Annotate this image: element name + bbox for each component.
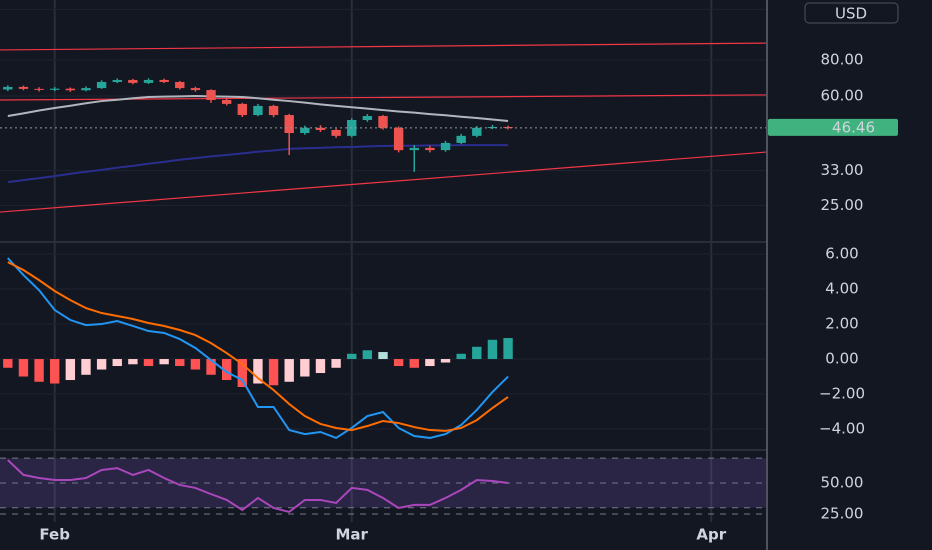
histogram-bar: [253, 359, 263, 384]
last-price-label: 46.46: [832, 118, 875, 136]
candle-body: [190, 88, 201, 91]
candle-body: [268, 105, 279, 116]
indicator-line: [7, 261, 509, 432]
x-tick-label: Feb: [39, 526, 70, 544]
candle-body: [253, 105, 263, 116]
y-tick-label: 25.00: [821, 504, 864, 522]
histogram-bar: [425, 359, 435, 367]
histogram-bar: [159, 359, 169, 365]
histogram-bar: [409, 359, 419, 368]
histogram-bar: [331, 359, 341, 368]
histogram-bar: [284, 359, 294, 382]
candle-body: [393, 127, 404, 151]
last-price-box: [768, 118, 898, 136]
y-tick-label: 4.00: [825, 280, 858, 298]
candle-body: [159, 79, 169, 82]
histogram-bar: [347, 353, 357, 360]
y-tick-label: 2.00: [825, 315, 858, 333]
histogram-bar: [96, 359, 107, 370]
histogram-bar: [81, 359, 91, 375]
candle-body: [300, 127, 310, 134]
candle-body: [487, 127, 498, 129]
candle-body: [284, 115, 294, 134]
plot-layer: [0, 0, 767, 522]
histogram-bar: [300, 359, 310, 377]
candle-body: [50, 88, 60, 90]
candle-body: [409, 147, 419, 151]
trend-line: [0, 151, 767, 213]
y-tick-label: 50.00: [821, 473, 864, 491]
histogram-bar: [378, 352, 388, 360]
histogram-bar: [487, 339, 498, 360]
y-tick-label: 80.00: [821, 51, 864, 69]
y-tick-label: 0.00: [825, 350, 858, 368]
x-tick-label: Mar: [336, 526, 369, 544]
y-tick-label: 25.00: [821, 196, 864, 214]
indicator-line: [7, 94, 509, 123]
histogram-bar: [34, 359, 44, 382]
candle-body: [206, 90, 216, 100]
histogram-bar: [315, 359, 326, 374]
candle-body: [456, 135, 466, 143]
candle-body: [315, 127, 326, 130]
y-tick-label: 6.00: [825, 245, 858, 263]
indicator-line: [7, 459, 509, 514]
candle-body: [503, 127, 513, 129]
histogram-bar: [190, 359, 201, 370]
indicator-line: [7, 144, 509, 184]
candle-body: [128, 79, 138, 83]
y-tick-label: −2.00: [819, 385, 865, 403]
candle-body: [221, 99, 232, 104]
candle-body: [378, 116, 388, 128]
histogram-bar: [268, 359, 279, 386]
candle-body: [112, 79, 122, 82]
histogram-bar: [128, 359, 138, 365]
histogram-bar: [206, 359, 216, 375]
y-tick-label: 60.00: [821, 86, 864, 104]
rsi-band: [0, 458, 766, 508]
candle-body: [440, 142, 451, 151]
candle-body: [96, 81, 107, 89]
candle-body: [362, 116, 373, 121]
histogram-bar: [143, 359, 154, 367]
currency-label[interactable]: USD: [835, 5, 867, 23]
candle-body: [18, 86, 29, 89]
currency-button[interactable]: [804, 2, 899, 24]
candle-body: [237, 103, 247, 116]
candle-body: [472, 127, 482, 136]
y-tick-label: −4.00: [819, 420, 865, 438]
indicator-line: [7, 257, 509, 440]
histogram-bar: [456, 353, 466, 360]
histogram-bar: [18, 359, 29, 377]
histogram-bar: [3, 359, 13, 368]
candle-body: [425, 147, 435, 151]
histogram-bar: [503, 338, 513, 360]
x-tick-label: Apr: [696, 526, 726, 544]
y-tick-label: 33.00: [821, 161, 864, 179]
candle-body: [331, 129, 341, 136]
candle-body: [143, 79, 154, 83]
histogram-bar: [440, 359, 451, 363]
candle-body: [175, 81, 185, 89]
histogram-bar: [393, 359, 404, 367]
candle-body: [81, 88, 91, 91]
candle-body: [34, 88, 44, 90]
histogram-bar: [50, 359, 60, 384]
candle-body: [3, 86, 13, 90]
histogram-bar: [221, 359, 232, 381]
histogram-bar: [472, 346, 482, 360]
histogram-bar: [362, 350, 373, 360]
trend-line: [0, 42, 767, 51]
histogram-bar: [65, 359, 76, 381]
candle-body: [65, 88, 76, 91]
histogram-bar: [112, 359, 122, 367]
histogram-bar: [175, 359, 185, 367]
histogram-bar: [237, 359, 247, 388]
